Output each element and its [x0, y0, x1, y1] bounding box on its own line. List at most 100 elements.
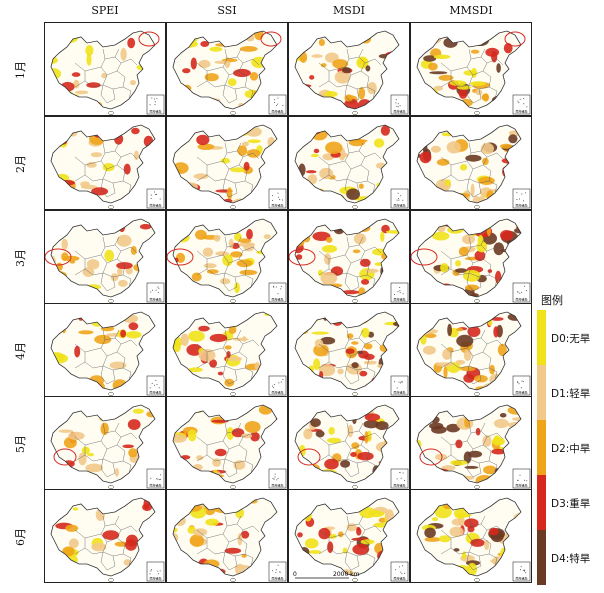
- inset-island: [282, 199, 283, 201]
- inset-island: [400, 382, 401, 384]
- inset-box: [390, 94, 409, 115]
- province-border: [366, 553, 376, 567]
- province-border: [100, 551, 116, 571]
- inset-island: [400, 571, 402, 573]
- inset-island: [150, 291, 152, 293]
- inset-island: [158, 287, 160, 289]
- row-label-3: 3月: [14, 249, 27, 267]
- inset-island: [401, 381, 403, 383]
- inset-island: [275, 105, 277, 107]
- province-border: [344, 84, 360, 104]
- inset-island: [519, 474, 521, 476]
- inset-island: [402, 565, 404, 567]
- province-border: [468, 48, 486, 60]
- inset-island: [275, 286, 277, 288]
- province-border: [102, 422, 120, 434]
- map-panel: 南海诸岛: [166, 22, 288, 116]
- drought-map: 南海诸岛: [172, 497, 287, 582]
- inset-island: [280, 288, 282, 290]
- legend-swatch-d4: [537, 530, 546, 585]
- inset-island: [274, 473, 276, 475]
- province-border: [242, 152, 260, 160]
- country-outline: [416, 218, 522, 298]
- inset-island: [152, 289, 154, 291]
- inset-island: [522, 569, 524, 571]
- drought-map: 南海诸岛: [172, 404, 287, 489]
- province-border: [440, 250, 452, 276]
- province-border: [224, 48, 242, 60]
- inset-island: [277, 103, 279, 105]
- inset-island: [397, 192, 399, 194]
- inset-island: [517, 381, 519, 383]
- row-label-4: 4月: [14, 342, 27, 360]
- province-border: [346, 236, 364, 248]
- inset-island: [526, 106, 528, 108]
- province-border: [120, 58, 138, 66]
- province-border: [102, 515, 120, 527]
- province-border: [366, 460, 376, 474]
- inset-island: [273, 286, 275, 288]
- inset-label: 南海诸岛: [393, 390, 405, 395]
- map-panel: 南海诸岛: [44, 489, 166, 583]
- province-border: [120, 152, 138, 160]
- map-panel: 南海诸岛: [166, 210, 288, 304]
- inset-island: [151, 569, 153, 571]
- map-panel: 南海诸岛 0 2000 km: [288, 489, 410, 583]
- province-border: [344, 458, 360, 478]
- inset-island: [277, 97, 279, 99]
- inset-island: [159, 570, 161, 572]
- drought-map: 南海诸岛: [45, 218, 165, 303]
- province-border: [346, 70, 370, 90]
- inset-box: [390, 561, 409, 582]
- inset-box: [390, 282, 409, 303]
- province-border: [440, 156, 452, 182]
- inset-island: [272, 195, 274, 197]
- map-panel: 南海诸岛: [44, 116, 166, 210]
- inset-box: [512, 188, 531, 209]
- province-border: [222, 84, 238, 104]
- country-fill: [295, 498, 399, 576]
- province-border: [468, 258, 492, 278]
- inset-island: [399, 287, 401, 288]
- inset-island: [274, 102, 276, 104]
- highlight-circle: [504, 31, 526, 47]
- inset-island: [158, 387, 160, 389]
- province-border: [102, 164, 126, 184]
- inset-island: [395, 102, 397, 104]
- inset-island: [400, 477, 402, 479]
- col-header-msdi: MSDI: [333, 4, 365, 17]
- drought-map: 南海诸岛 0 2000 km: [293, 497, 409, 582]
- inset-island: [517, 382, 519, 384]
- province-border: [100, 458, 116, 478]
- inset-island: [273, 478, 275, 480]
- hainan-island: [230, 484, 236, 489]
- legend-label-d0: D0:无旱: [551, 333, 591, 345]
- col-header-ssi: SSI: [217, 4, 237, 17]
- province-border: [224, 236, 242, 248]
- country-outline: [294, 311, 400, 391]
- country-outline: [172, 30, 278, 110]
- drought-map: 南海诸岛: [50, 497, 165, 582]
- inset-island: [520, 569, 521, 571]
- inset-island: [160, 478, 161, 480]
- inset-island: [397, 198, 399, 199]
- highlight-circle: [53, 448, 77, 466]
- legend-title: 图例: [541, 294, 563, 307]
- drought-map: 南海诸岛: [172, 30, 287, 115]
- map-panel: 南海诸岛: [288, 303, 410, 397]
- province-border: [74, 529, 86, 555]
- inset-island: [157, 478, 159, 480]
- col-header-spei: SPEI: [91, 4, 119, 17]
- map-panel: 南海诸岛: [44, 22, 166, 116]
- province-border: [122, 180, 132, 194]
- hainan-island: [352, 484, 358, 489]
- country-outline: [50, 311, 156, 391]
- map-panel: 南海诸岛: [44, 396, 166, 490]
- province-border: [346, 422, 364, 434]
- inset-island: [273, 384, 275, 386]
- province-border: [224, 258, 248, 278]
- inset-island: [282, 104, 284, 106]
- drought-map: 南海诸岛: [167, 218, 287, 303]
- inset-island: [520, 387, 522, 389]
- country-outline: [416, 124, 522, 204]
